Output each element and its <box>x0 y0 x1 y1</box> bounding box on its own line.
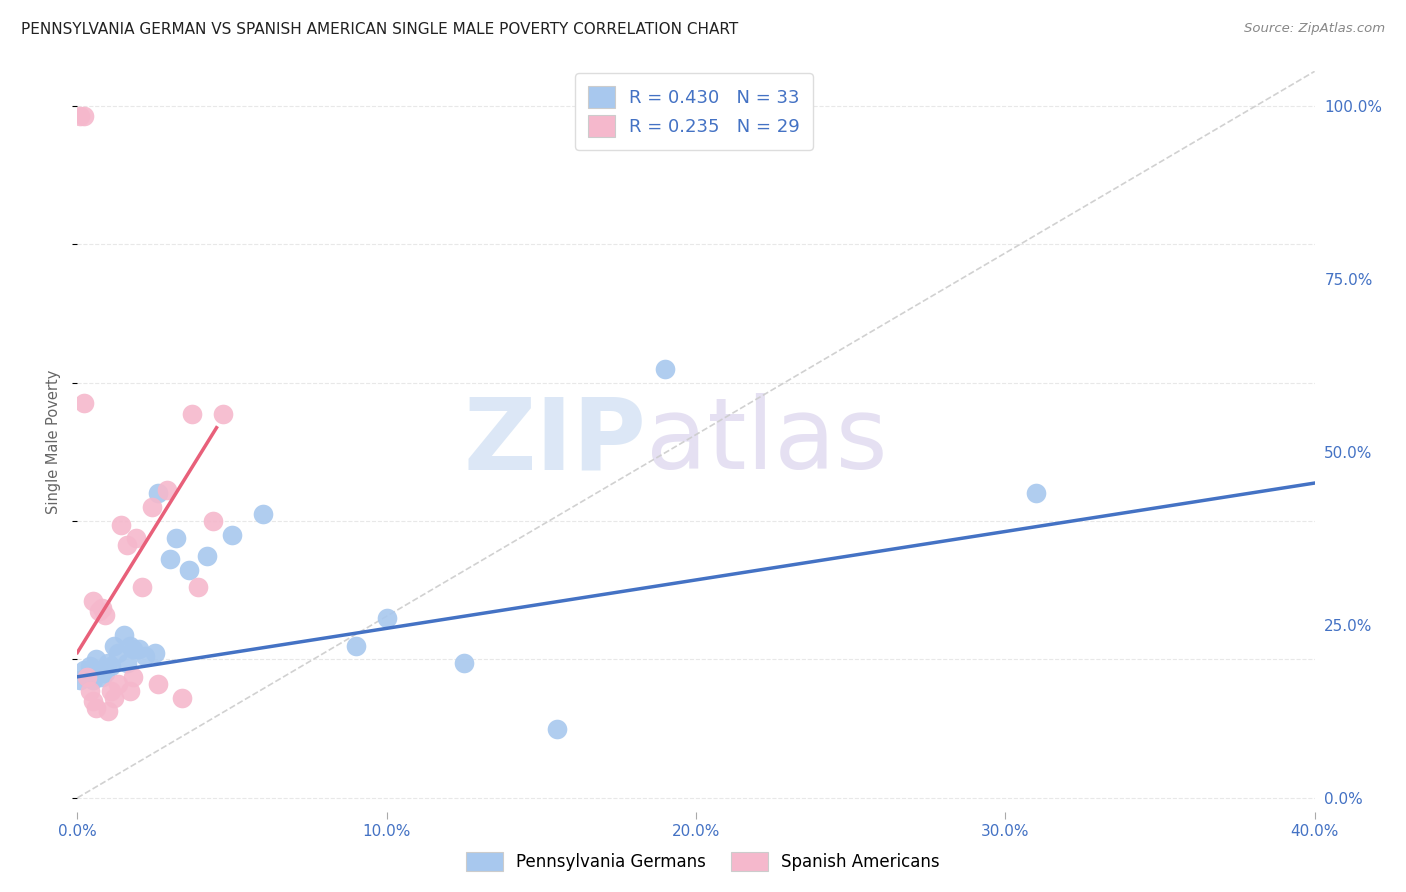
Point <box>115 656 138 670</box>
Point <box>1025 486 1047 500</box>
Point <box>97 705 120 719</box>
Point <box>82 694 104 708</box>
Point <box>76 670 98 684</box>
Point <box>94 607 117 622</box>
Point <box>125 532 148 546</box>
Point <box>122 642 145 657</box>
Point <box>344 639 367 653</box>
Y-axis label: Single Male Poverty: Single Male Poverty <box>46 369 62 514</box>
Point <box>97 656 120 670</box>
Point <box>180 407 202 421</box>
Point <box>128 642 150 657</box>
Point <box>76 670 98 684</box>
Text: Source: ZipAtlas.com: Source: ZipAtlas.com <box>1244 22 1385 36</box>
Point <box>172 690 194 705</box>
Point <box>141 500 163 515</box>
Point <box>131 580 153 594</box>
Point <box>165 532 187 546</box>
Text: atlas: atlas <box>647 393 889 490</box>
Point <box>103 690 125 705</box>
Point <box>87 604 110 618</box>
Point <box>84 652 107 666</box>
Point <box>134 648 156 663</box>
Text: PENNSYLVANIA GERMAN VS SPANISH AMERICAN SINGLE MALE POVERTY CORRELATION CHART: PENNSYLVANIA GERMAN VS SPANISH AMERICAN … <box>21 22 738 37</box>
Point <box>112 628 135 642</box>
Point <box>115 538 138 552</box>
Point <box>195 549 218 563</box>
Point <box>103 639 125 653</box>
Point <box>100 659 122 673</box>
Point <box>107 646 129 660</box>
Point <box>110 517 132 532</box>
Point <box>91 600 114 615</box>
Point <box>107 676 129 690</box>
Legend: R = 0.430   N = 33, R = 0.235   N = 29: R = 0.430 N = 33, R = 0.235 N = 29 <box>575 73 813 150</box>
Point <box>177 563 200 577</box>
Point <box>100 683 122 698</box>
Point <box>146 486 169 500</box>
Point <box>82 593 104 607</box>
Point <box>143 646 166 660</box>
Point <box>146 676 169 690</box>
Point <box>87 663 110 677</box>
Point <box>82 673 104 688</box>
Point <box>211 407 233 421</box>
Point <box>118 639 141 653</box>
Point <box>72 663 94 677</box>
Point <box>84 701 107 715</box>
Text: ZIP: ZIP <box>464 393 647 490</box>
Point <box>72 109 94 123</box>
Point <box>202 514 225 528</box>
Point <box>118 683 141 698</box>
Legend: Pennsylvania Germans, Spanish Americans: Pennsylvania Germans, Spanish Americans <box>458 843 948 880</box>
Point <box>453 656 475 670</box>
Point <box>72 396 94 410</box>
Point <box>94 666 117 681</box>
Point <box>69 109 91 123</box>
Point <box>546 722 568 736</box>
Point <box>69 673 91 688</box>
Point <box>221 528 243 542</box>
Point <box>375 611 398 625</box>
Point <box>79 683 101 698</box>
Point <box>79 659 101 673</box>
Point <box>91 670 114 684</box>
Point <box>122 670 145 684</box>
Point <box>654 362 676 376</box>
Point <box>156 483 179 497</box>
Point <box>159 552 181 566</box>
Point <box>187 580 209 594</box>
Point <box>252 507 274 521</box>
